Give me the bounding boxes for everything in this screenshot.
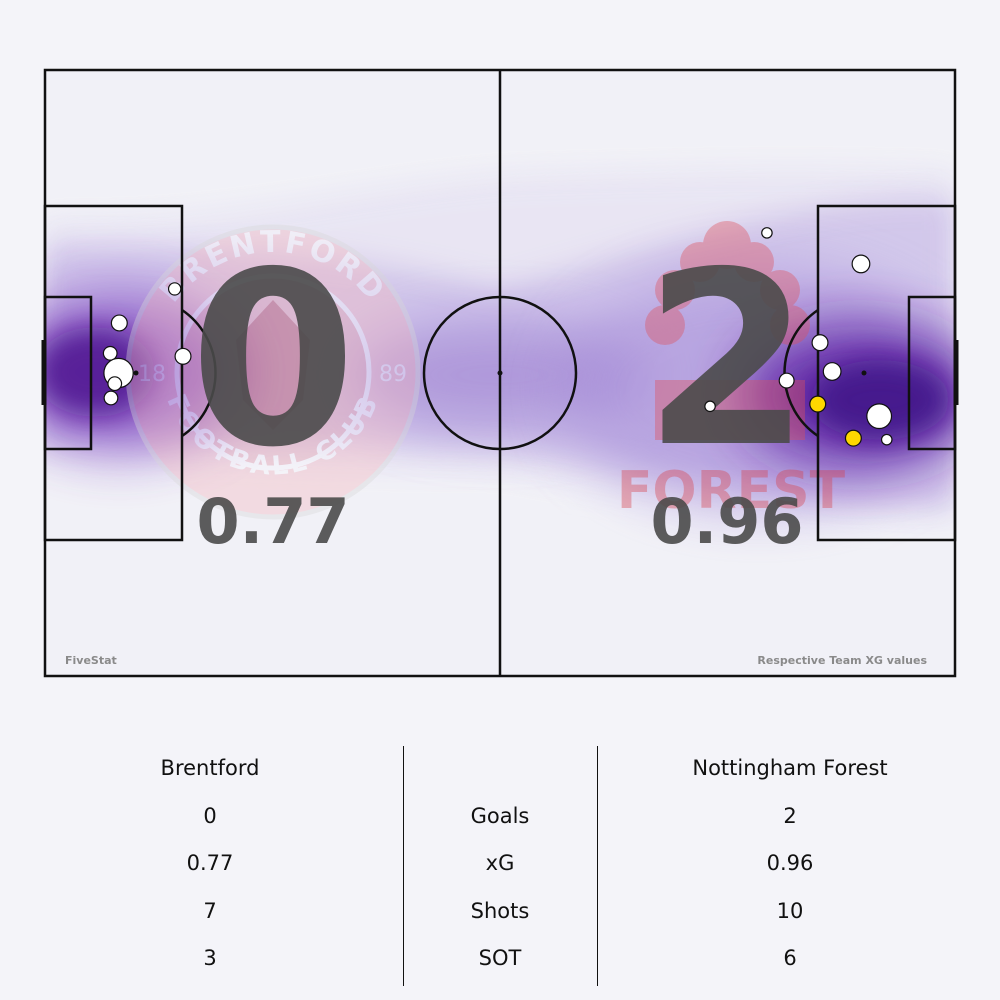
away-penalty-spot — [861, 370, 867, 376]
stat-header-spacer — [410, 740, 590, 788]
home-stats-column: Brentford 0 0.77 7 3 — [60, 740, 360, 978]
away-shots — [704, 227, 893, 447]
home-penalty-arc — [181, 308, 217, 438]
stats-divider-right — [597, 746, 598, 986]
footer-right: Respective Team XG values — [757, 654, 927, 667]
centre-circle — [422, 295, 578, 451]
home-team-name: Brentford — [160, 756, 260, 780]
away-shot-4 — [822, 362, 842, 381]
pitch-spots — [133, 370, 867, 376]
away-shot-3 — [811, 334, 829, 352]
home-shot-4 — [107, 376, 123, 392]
label-xg: xG — [485, 851, 515, 875]
away-xg: 0.96 — [766, 851, 814, 875]
away-shot-2 — [851, 254, 871, 274]
home-sot: 3 — [203, 946, 217, 970]
away-goals-big: 2 — [644, 220, 811, 500]
heatmap-away-hot — [810, 360, 950, 440]
home-shots: 7 — [203, 898, 217, 923]
away-stats-column: Nottingham Forest 2 0.96 10 6 — [640, 740, 940, 978]
away-shot-5 — [778, 372, 795, 389]
forest-crest-text: FOREST — [617, 461, 846, 521]
home-shot-2 — [102, 345, 118, 361]
forest-crest: FOREST — [617, 221, 846, 521]
home-shot-1 — [110, 314, 128, 332]
away-shots: 10 — [776, 898, 804, 923]
home-shots — [102, 282, 192, 406]
away-goals: 2 — [783, 803, 797, 828]
home-goals-big: 0 — [190, 220, 357, 500]
away-shot-6 — [704, 400, 716, 413]
home-xg: 0.77 — [186, 851, 234, 875]
label-sot: SOT — [478, 946, 522, 970]
home-shot-6 — [167, 282, 182, 296]
home-penalty-spot — [133, 370, 139, 376]
home-xg-big: 0.77 — [197, 485, 350, 558]
match-stats-table: Brentford 0 0.77 7 3 Goals xG Shots SOT … — [0, 740, 1000, 990]
stats-divider-left — [403, 746, 404, 986]
label-goals: Goals — [470, 803, 530, 828]
home-goals: 0 — [203, 803, 217, 828]
away-shot-1 — [761, 227, 773, 239]
away-team-name: Nottingham Forest — [692, 756, 888, 780]
away-shot-10 — [880, 433, 893, 446]
away-shot-8 — [866, 403, 893, 430]
label-shots: Shots — [470, 898, 530, 923]
heatmap-home-hot — [45, 327, 155, 417]
stat-labels-column: Goals xG Shots SOT — [410, 740, 590, 978]
crest-year-left: 18 — [138, 362, 166, 387]
home-shot-5 — [103, 390, 119, 406]
centre-spot — [497, 370, 503, 376]
home-shot-7 — [174, 347, 192, 365]
score-overlay: 0 2 0.77 0.96 — [190, 220, 811, 558]
shot-map-pitch: BRENTFORD FOOTBALL CLUB 18 89 FOREST — [41, 68, 959, 678]
away-xg-big: 0.96 — [651, 485, 804, 558]
goals — [41, 340, 959, 405]
away-shot-9-goal — [844, 429, 862, 447]
away-sot: 6 — [783, 946, 797, 970]
crest-year-right: 89 — [379, 362, 407, 387]
away-shot-7-goal — [809, 395, 827, 413]
footer-left: FiveStat — [65, 654, 117, 667]
